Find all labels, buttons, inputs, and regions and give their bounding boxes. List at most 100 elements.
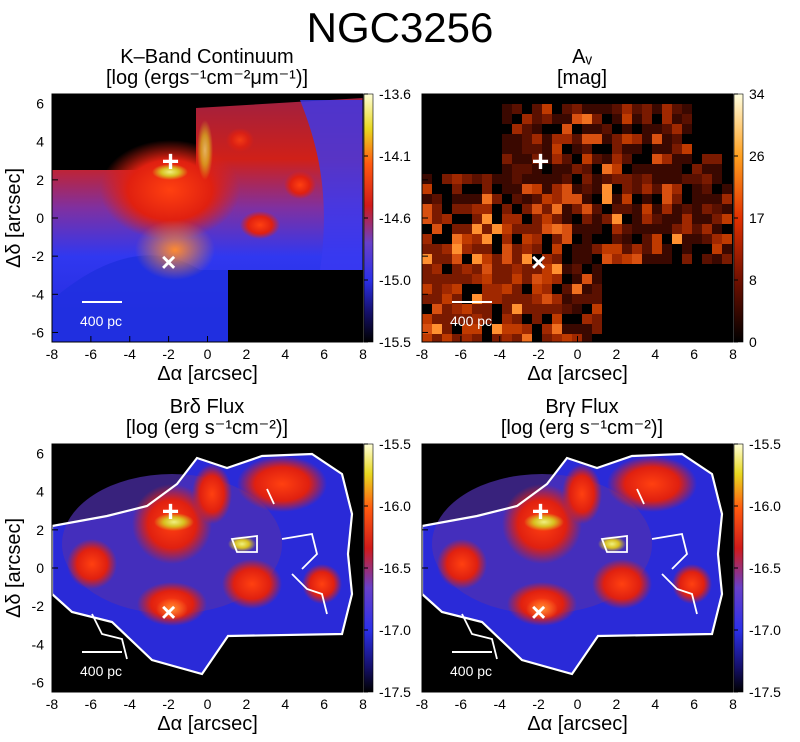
colorbar-tick-label: -15.5 [379, 436, 411, 452]
panel-br-delta: Brδ Flux [log (erg s⁻¹cm⁻²)] [51, 396, 364, 693]
y-tick-label: 0 [36, 210, 44, 226]
br-delta-map [52, 444, 363, 692]
x-axis-label: Δα [arcsec] [157, 713, 258, 735]
colorbar-tick-label: 34 [749, 86, 765, 102]
x-tick-label: 8 [729, 696, 737, 712]
k-band-map [52, 94, 363, 342]
colorbar-tick-label: -16.5 [379, 560, 411, 576]
x-tick-label: -2 [162, 696, 175, 712]
x-tick-label: 6 [320, 346, 328, 362]
x-tick-label: 0 [204, 696, 212, 712]
scale-bar-label: 400 pc [450, 313, 492, 329]
colorbar-tick-label: -14.1 [379, 148, 411, 164]
nucleus-cross-marker: × [531, 597, 546, 627]
nucleus-cross-marker: × [161, 247, 176, 277]
y-tick-label: -2 [32, 598, 45, 614]
scale-bar-label: 400 pc [80, 663, 122, 679]
nucleus-cross-marker: × [161, 597, 176, 627]
y-tick-label: 4 [36, 134, 44, 150]
panel-title-line2: [log (erg s⁻¹cm⁻²)] [126, 417, 288, 439]
x-tick-label: 0 [574, 346, 582, 362]
x-tick-label: 4 [651, 346, 659, 362]
x-tick-label: 2 [242, 696, 250, 712]
colorbar-tick-label: 26 [749, 148, 765, 164]
x-tick-label: -4 [124, 346, 137, 362]
colorbar-tick-label: -17.0 [379, 622, 411, 638]
colorbar-tick-label: -15.0 [379, 272, 411, 288]
x-axis-label: Δα [arcsec] [527, 713, 628, 735]
scale-bar-label: 400 pc [450, 663, 492, 679]
y-tick-label: 2 [36, 522, 44, 538]
colorbar-tick-label: 0 [749, 334, 757, 350]
x-tick-label: 2 [612, 696, 620, 712]
x-tick-label: 8 [359, 696, 367, 712]
x-tick-label: -2 [532, 346, 545, 362]
x-tick-label: 4 [651, 696, 659, 712]
av-map [422, 94, 733, 342]
colorbar-tick-label: 8 [749, 272, 757, 288]
x-tick-label: 0 [204, 346, 212, 362]
y-tick-label: -6 [32, 324, 45, 340]
x-tick-label: 4 [281, 696, 289, 712]
nucleus-plus-marker: + [162, 146, 180, 179]
panel-title-line2: [mag] [557, 67, 607, 89]
panel-br-gamma: Brγ Flux [log (erg s⁻¹cm⁻²)] [421, 396, 734, 693]
x-tick-label: 0 [574, 696, 582, 712]
x-tick-label: -4 [494, 346, 507, 362]
x-tick-label: -4 [494, 696, 507, 712]
nucleus-plus-marker: + [162, 496, 180, 529]
x-tick-label: 4 [281, 346, 289, 362]
y-tick-label: 6 [36, 446, 44, 462]
x-tick-label: 8 [359, 346, 367, 362]
colorbar-tick-label: -14.6 [379, 210, 411, 226]
colorbar-tick-label: -16.0 [379, 498, 411, 514]
br-gamma-map [422, 444, 733, 692]
colorbar-tick-label: -15.5 [379, 334, 411, 350]
x-tick-label: 2 [242, 346, 250, 362]
panel-av: Aᵥ [mag] [421, 46, 734, 343]
y-tick-label: 2 [36, 172, 44, 188]
y-tick-label: -4 [32, 286, 45, 302]
colorbar-tick-label: -16.5 [749, 560, 781, 576]
y-tick-label: 4 [36, 484, 44, 500]
x-axis-label: Δα [arcsec] [157, 363, 258, 385]
colorbar-tick-label: -17.5 [749, 684, 781, 700]
panel-k-band: K–Band Continuum [log (ergs⁻¹cm⁻²μm⁻¹)] [51, 46, 364, 343]
y-axis-label: Δδ [arcsec] [3, 518, 25, 618]
nucleus-cross-marker: × [531, 247, 546, 277]
x-tick-label: 6 [320, 696, 328, 712]
figure-title: NGC3256 [307, 4, 494, 51]
x-tick-label: 8 [729, 346, 737, 362]
panel-title-line1: K–Band Continuum [120, 46, 293, 68]
x-tick-label: -8 [46, 346, 59, 362]
x-axis-label: Δα [arcsec] [527, 363, 628, 385]
panel-title-line1: Aᵥ [572, 46, 592, 68]
y-tick-label: -2 [32, 248, 45, 264]
x-tick-label: -6 [455, 696, 468, 712]
x-tick-label: 6 [690, 696, 698, 712]
x-tick-label: -2 [532, 696, 545, 712]
x-tick-label: -8 [416, 346, 429, 362]
x-tick-label: 2 [612, 346, 620, 362]
x-tick-label: -4 [124, 696, 137, 712]
colorbar-tick-label: -15.5 [749, 436, 781, 452]
x-tick-label: -8 [46, 696, 59, 712]
colorbar-tick-label: -17.5 [379, 684, 411, 700]
x-tick-label: -2 [162, 346, 175, 362]
x-tick-label: -6 [455, 346, 468, 362]
colorbar-tick-label: -17.0 [749, 622, 781, 638]
scale-bar-label: 400 pc [80, 313, 122, 329]
colorbar-tick-label: -16.0 [749, 498, 781, 514]
panel-title-line1: Brδ Flux [170, 396, 244, 418]
panel-title-line2: [log (ergs⁻¹cm⁻²μm⁻¹)] [106, 67, 308, 89]
y-tick-label: -6 [32, 674, 45, 690]
colorbar-tick-label: 17 [749, 210, 765, 226]
y-tick-label: 6 [36, 96, 44, 112]
nucleus-plus-marker: + [532, 496, 550, 529]
x-tick-label: -6 [85, 346, 98, 362]
nucleus-plus-marker: + [532, 146, 550, 179]
x-tick-label: 6 [690, 346, 698, 362]
panel-title-line2: [log (erg s⁻¹cm⁻²)] [501, 417, 663, 439]
colorbar-tick-label: -13.6 [379, 86, 411, 102]
